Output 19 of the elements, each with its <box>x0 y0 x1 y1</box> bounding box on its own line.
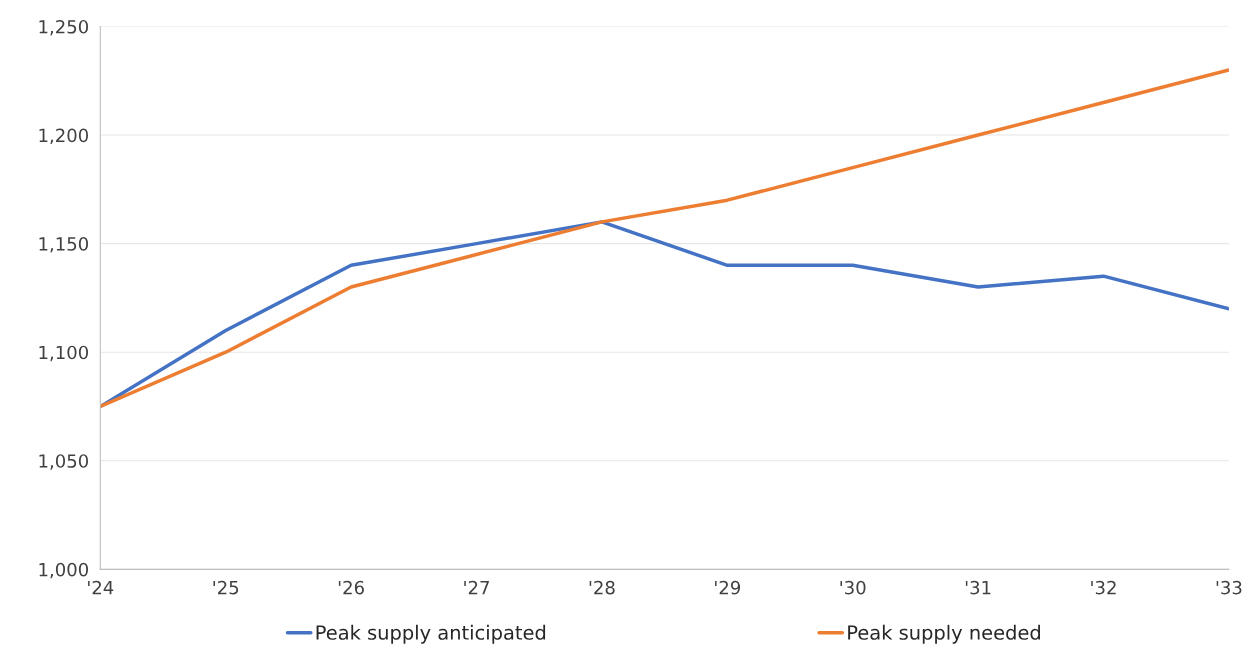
y-tick-label: 1,250 <box>39 19 89 36</box>
y-tick-label: 1,000 <box>39 562 89 579</box>
x-tick-label: '33 <box>1216 580 1242 595</box>
x-tick-label: '31 <box>965 580 991 595</box>
x-tick-label: '29 <box>715 580 741 595</box>
line-series <box>100 68 1229 409</box>
legend-label: Peak supply anticipated <box>316 624 546 644</box>
x-tick-label: '27 <box>464 580 489 595</box>
x-tick-label: '26 <box>338 580 364 595</box>
x-tick-label: '30 <box>840 580 866 595</box>
legend-label: Peak supply needed <box>848 624 1040 644</box>
x-tick-label: '32 <box>1091 580 1116 595</box>
y-tick-label: 1,050 <box>39 454 89 470</box>
y-tick-label: 1,150 <box>39 237 89 253</box>
y-tick-label: 1,100 <box>39 345 89 362</box>
x-tick-label: '24 <box>88 580 114 595</box>
x-tick-label: '25 <box>213 580 239 595</box>
x-tick-label: '28 <box>589 580 615 595</box>
y-tick-label: 1,200 <box>39 128 89 145</box>
